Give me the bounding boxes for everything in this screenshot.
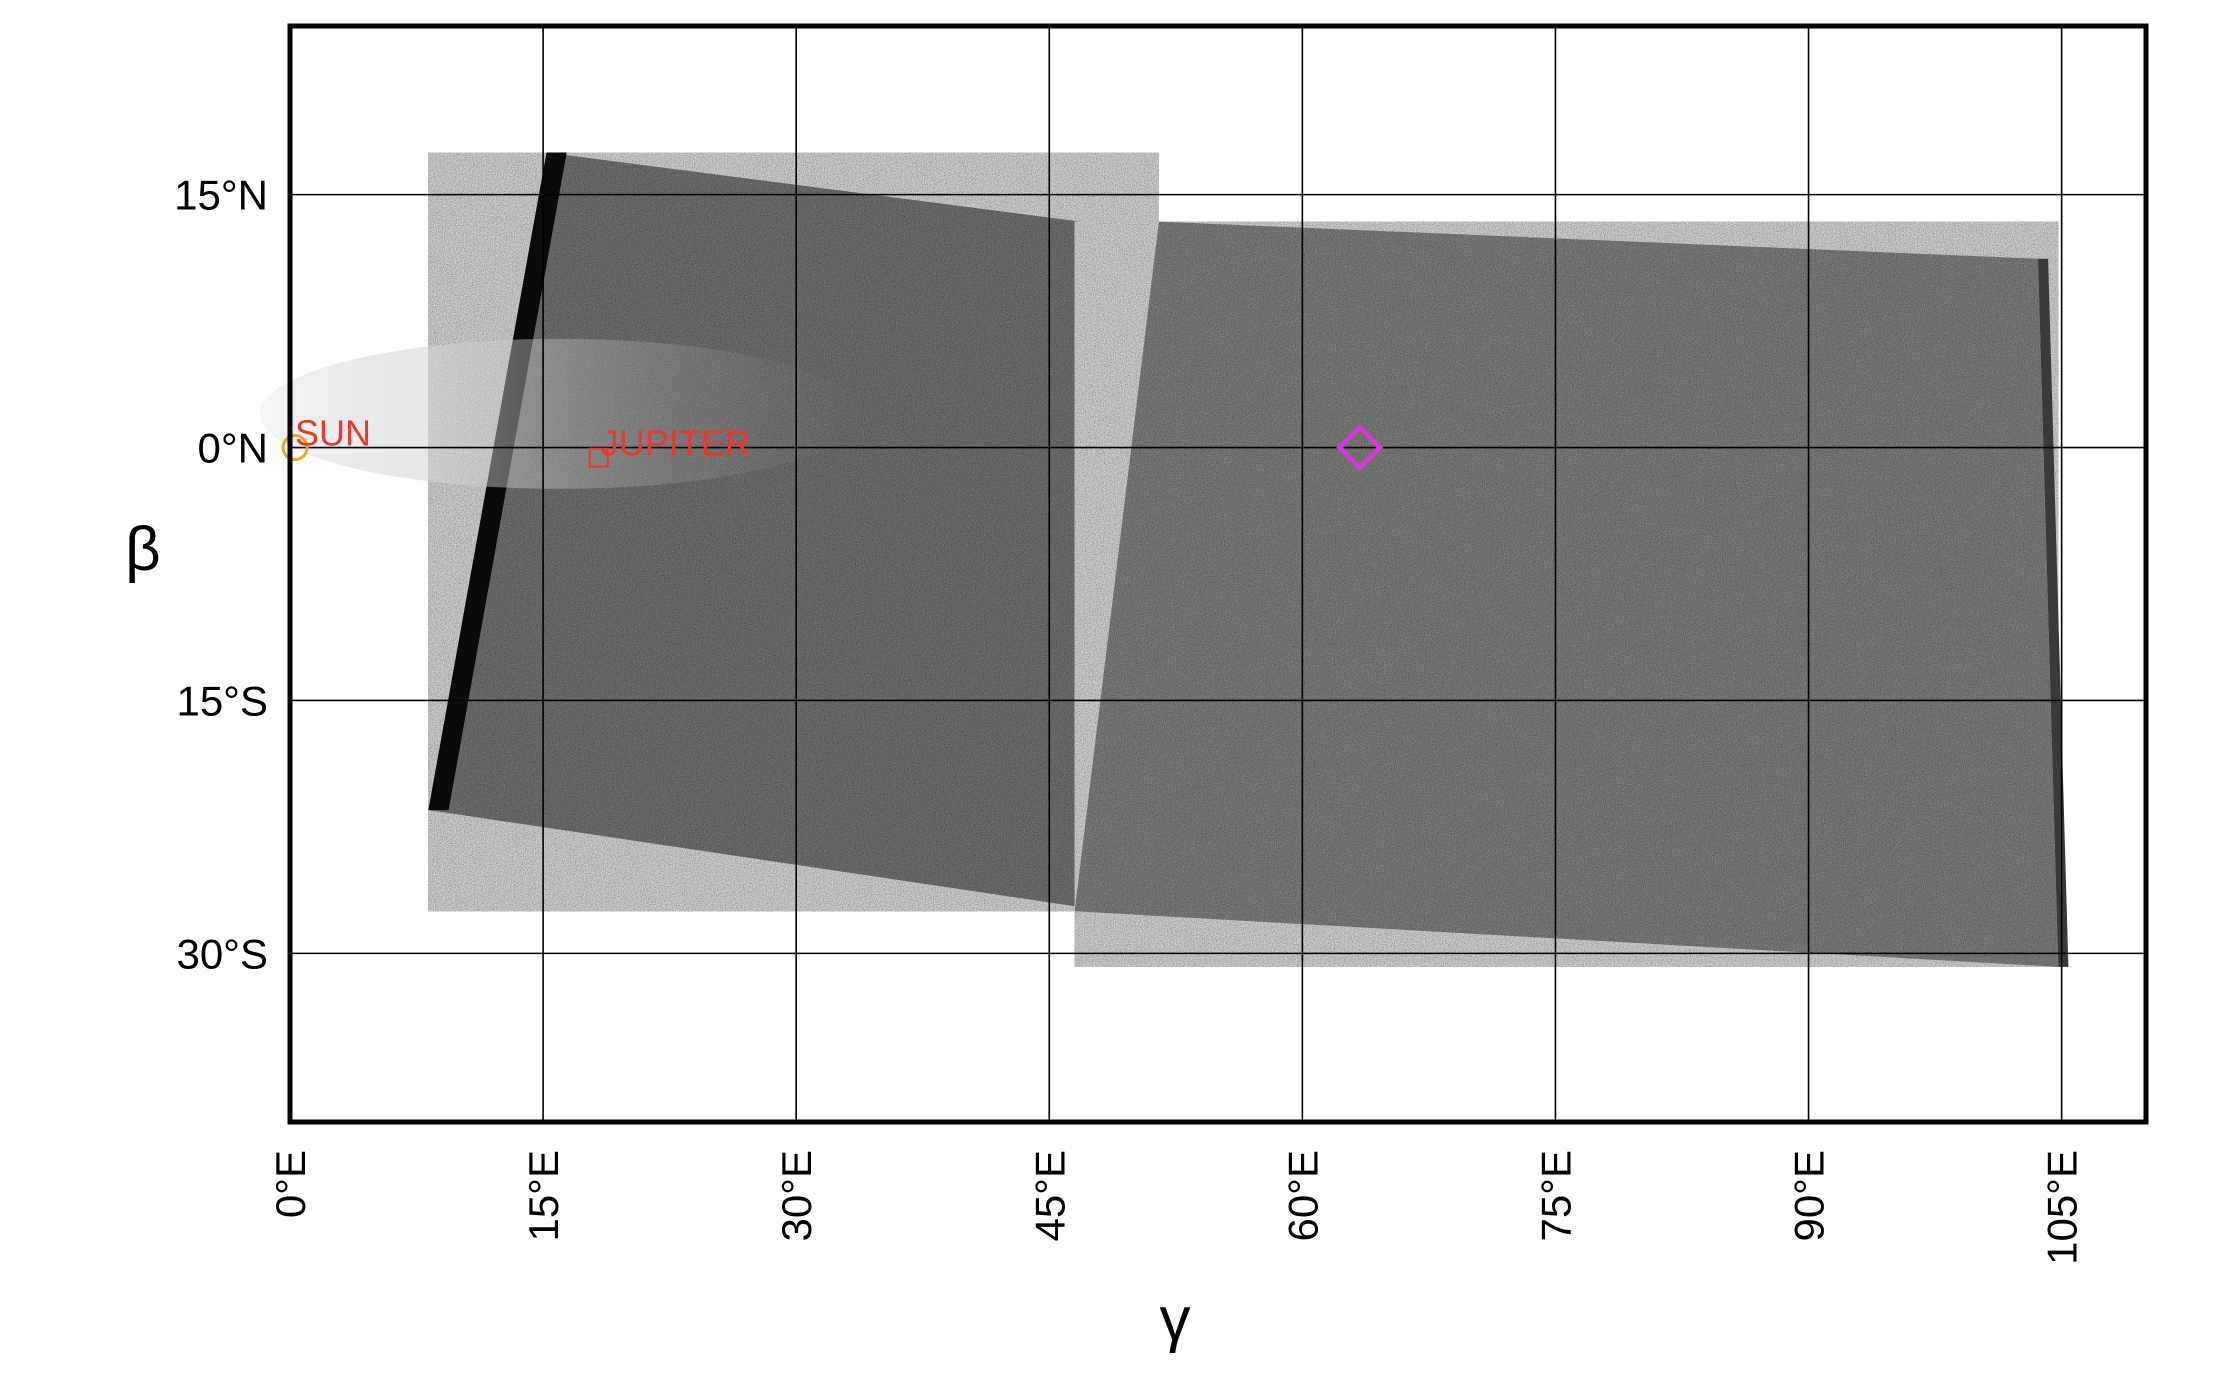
- y-axis-label: β: [125, 515, 161, 584]
- sun-marker: [281, 434, 309, 462]
- y-tick-label: 30°S: [176, 930, 268, 977]
- x-tick-label: 75°E: [1532, 1150, 1579, 1242]
- x-tick-labels: 0°E 15°E 30°E 45°E 60°E 75°E 90°E 105°E: [267, 1150, 2086, 1265]
- panel-edge-right: [2038, 258, 2069, 967]
- x-tick-label: 45°E: [1026, 1150, 1073, 1242]
- image-panel-2: [1074, 221, 2059, 967]
- y-tick-label: 0°N: [198, 425, 269, 472]
- jupiter-label: JUPITER: [601, 423, 751, 464]
- jupiter-marker: [588, 447, 609, 468]
- plot-frame: [287, 23, 2149, 1125]
- x-tick-label: 0°E: [267, 1150, 314, 1218]
- x-axis-label: γ: [1160, 1285, 1191, 1354]
- x-tick-label: 15°E: [520, 1150, 567, 1242]
- sun-label: SUN: [295, 413, 371, 454]
- x-tick-label: 90°E: [1786, 1150, 1833, 1242]
- y-tick-label: 15°N: [174, 172, 268, 219]
- y-tick-labels: 15°N 0°N 15°S 30°S: [174, 172, 268, 978]
- annotations: SUN JUPITER: [281, 413, 1384, 472]
- streamer-glow: [259, 338, 860, 489]
- x-tick-label: 30°E: [773, 1150, 820, 1242]
- image-panels: [259, 152, 2069, 967]
- target-diamond-marker: [1336, 424, 1384, 472]
- y-tick-label: 15°S: [176, 677, 268, 724]
- x-tick-label: 60°E: [1279, 1150, 1326, 1242]
- x-tick-label: 105°E: [2039, 1150, 2086, 1265]
